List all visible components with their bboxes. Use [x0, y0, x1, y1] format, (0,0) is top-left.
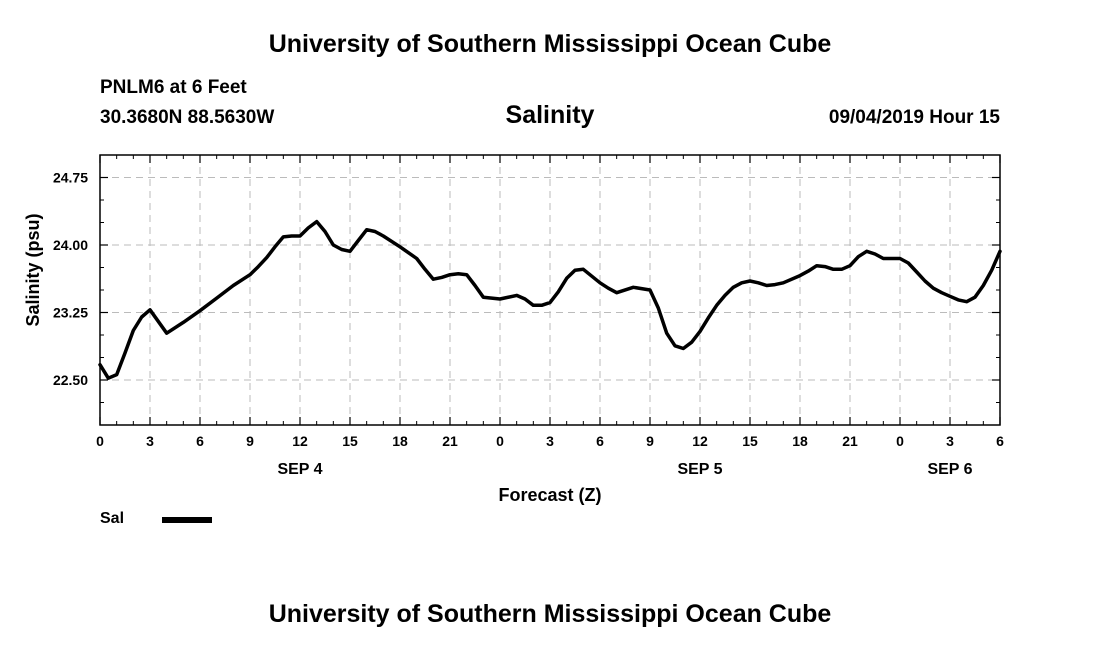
x-tick-label: 3 [546, 433, 554, 449]
x-tick-label: 18 [792, 433, 808, 449]
station-name: PNLM6 at 6 Feet [100, 77, 247, 98]
grid-layer [100, 155, 1000, 425]
y-axis-label: Salinity (psu) [23, 213, 43, 326]
date-label: SEP 4 [277, 461, 322, 478]
x-axis-label: Forecast (Z) [498, 485, 601, 505]
tick-layer [99, 155, 1001, 425]
x-tick-label: 0 [496, 433, 504, 449]
x-tick-label: 6 [196, 433, 204, 449]
x-tick-label: 12 [292, 433, 308, 449]
x-tick-label: 3 [146, 433, 154, 449]
x-tick-label: 21 [842, 433, 858, 449]
x-tick-label: 15 [342, 433, 358, 449]
legend-label: Sal [100, 510, 125, 527]
header-title: University of Southern Mississippi Ocean… [268, 30, 832, 58]
y-tick-label: 23.25 [53, 305, 88, 321]
x-tick-label: 0 [896, 433, 904, 449]
x-tick-label: 6 [996, 433, 1004, 449]
x-tick-label: 21 [442, 433, 458, 449]
forecast-time: 09/04/2019 Hour 15 [828, 107, 1000, 128]
date-label: SEP 6 [927, 461, 972, 478]
x-tick-label: 3 [946, 433, 954, 449]
footer-title: University of Southern Mississippi Ocean… [268, 600, 832, 628]
x-tick-label: 18 [392, 433, 408, 449]
x-tick-label: 12 [692, 433, 708, 449]
y-tick-label: 24.00 [53, 237, 88, 253]
x-tick-label: 15 [742, 433, 758, 449]
y-tick-label: 22.50 [53, 372, 88, 388]
station-coords: 30.3680N 88.5630W [100, 107, 275, 128]
x-tick-label: 0 [96, 433, 104, 449]
series-layer [98, 219, 1002, 380]
y-tick-label: 24.75 [53, 170, 88, 186]
x-tick-label: 9 [246, 433, 254, 449]
legend-line-swatch [162, 517, 212, 523]
label-layer: Forecast (Z) Salinity (psu) 0 3 6 9 12 15 18 21… [23, 170, 1004, 506]
chart-title: Salinity [505, 101, 595, 129]
salinity-series-line [98, 219, 1002, 380]
x-tick-label: 6 [596, 433, 604, 449]
date-label: SEP 5 [677, 461, 722, 478]
x-tick-label: 9 [646, 433, 654, 449]
